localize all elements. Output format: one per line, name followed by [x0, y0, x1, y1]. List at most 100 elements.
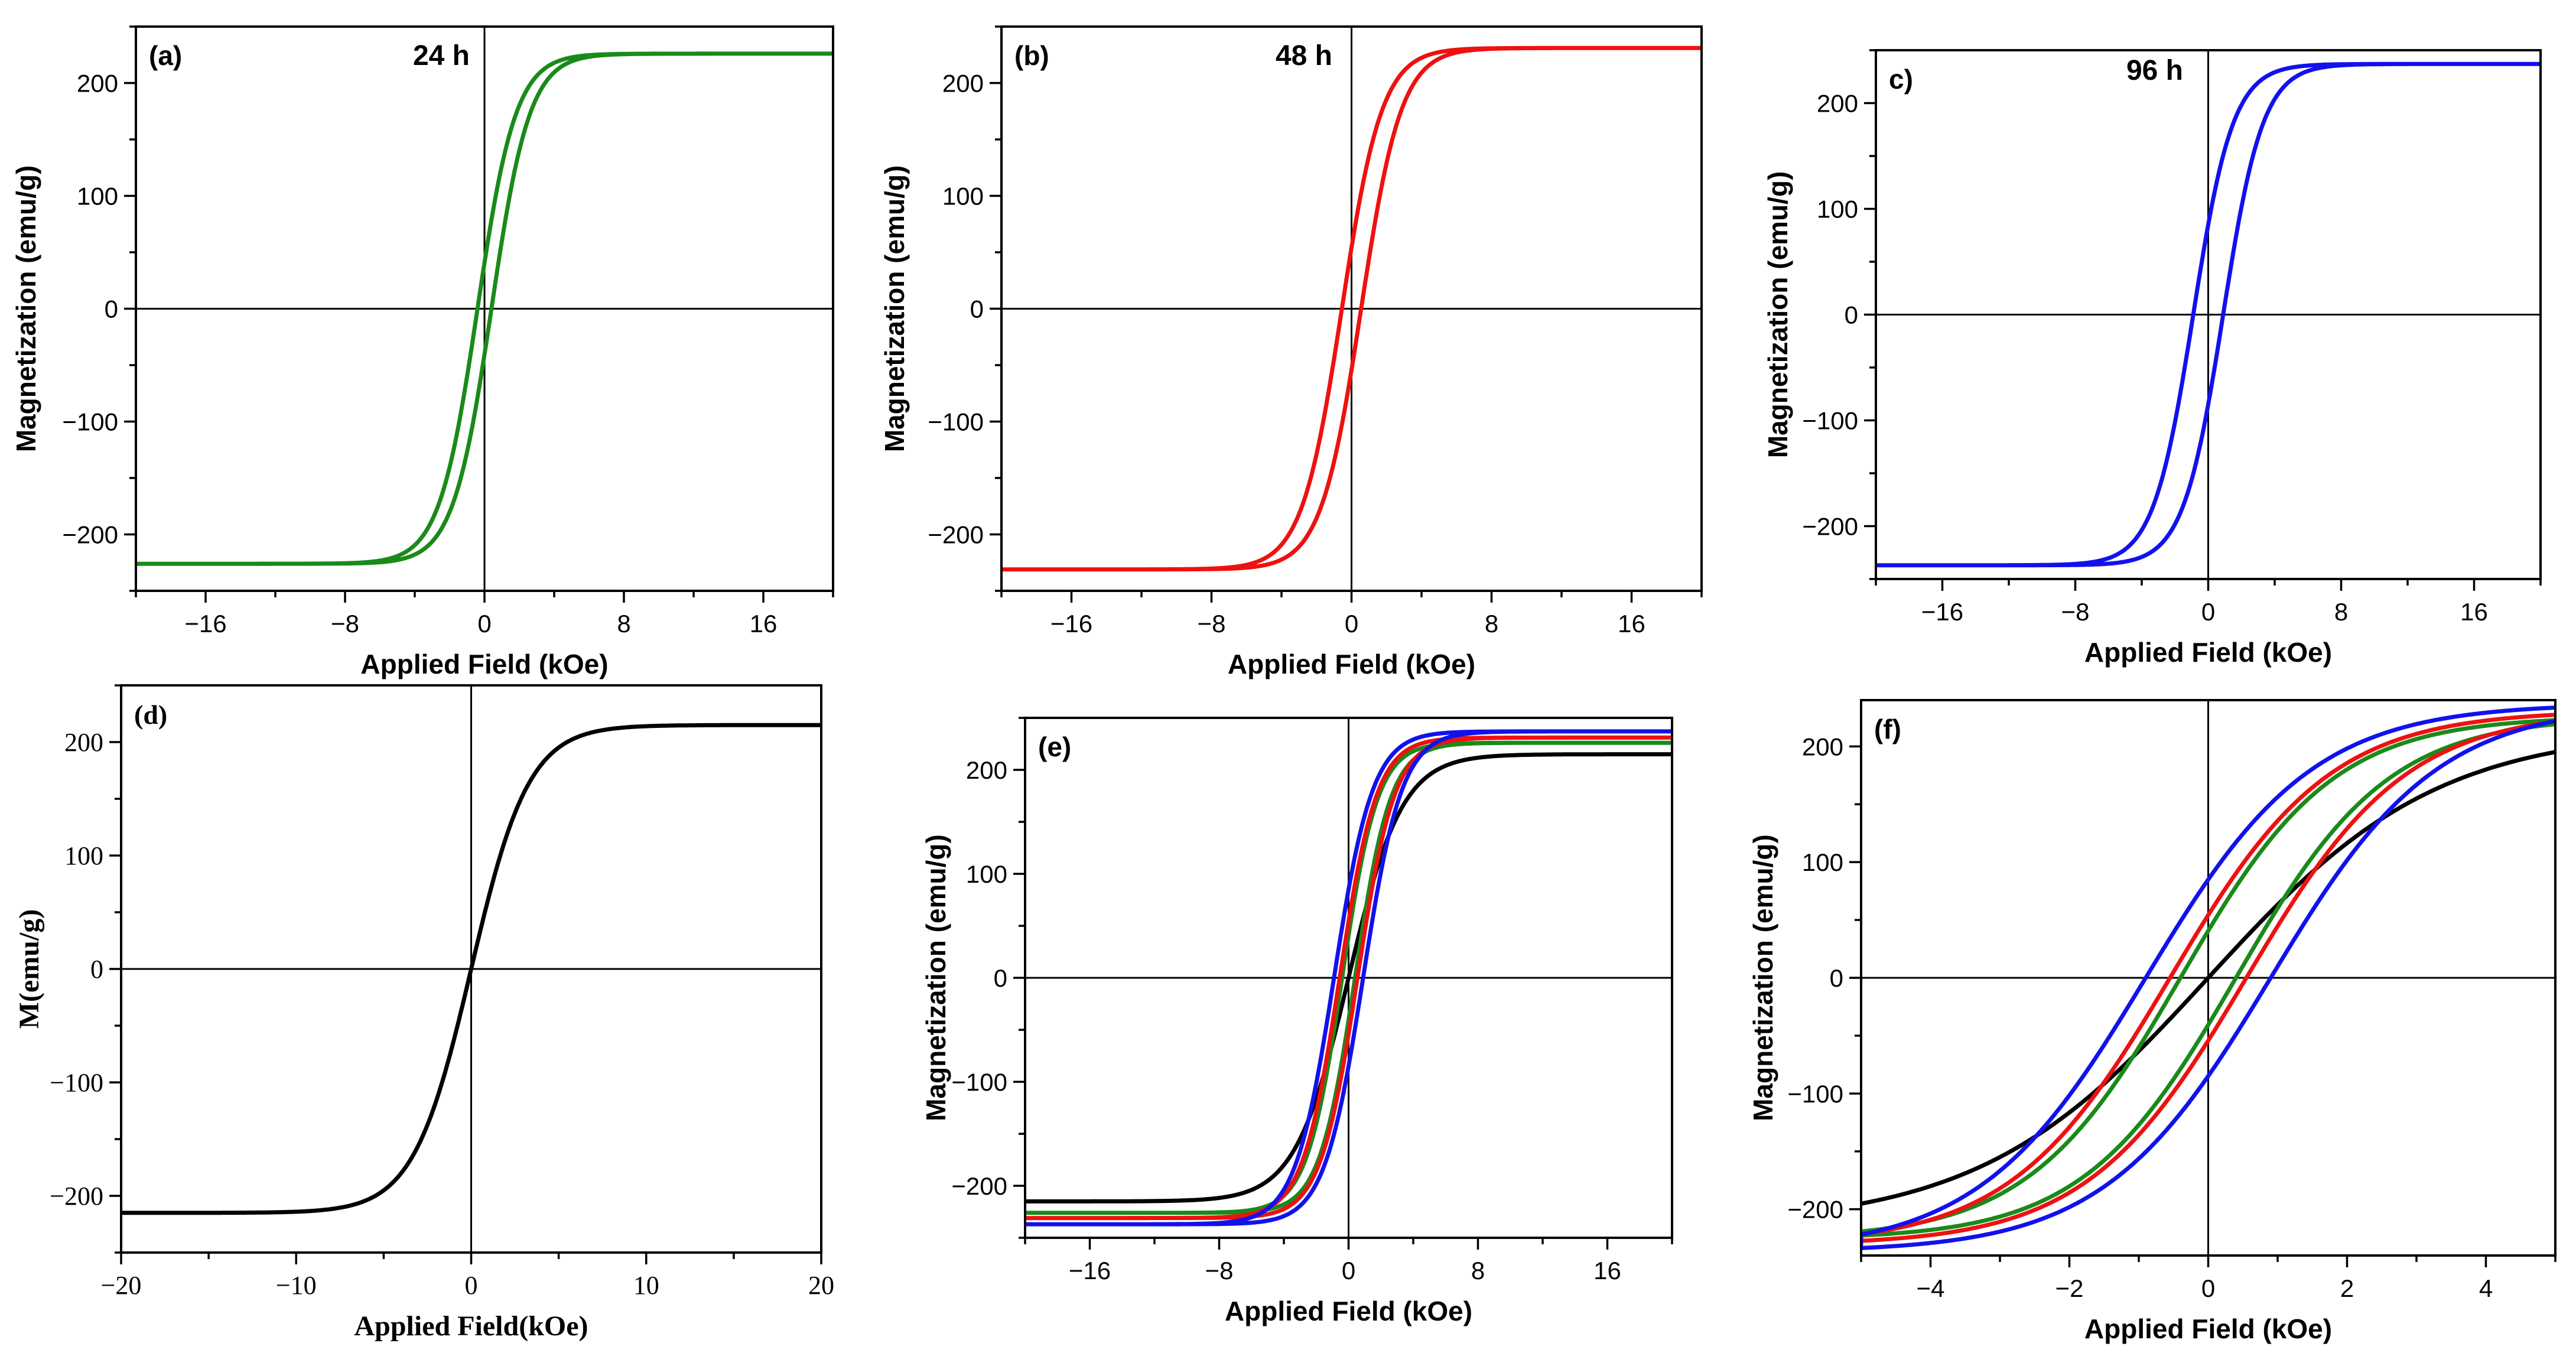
panel-1: −16 −8 0 8 16 −200 −100 0 100 200 Applied Field (k… — [11, 25, 834, 679]
y-tick-label: −200 — [1787, 1196, 1843, 1224]
y-tick-label: 0 — [1845, 301, 1858, 329]
series-line-precursor — [121, 723, 821, 1215]
y-tick-label: −200 — [1802, 513, 1858, 541]
y-axis-title: Magnetization (emu/g) — [1762, 171, 1793, 458]
panel-6: −4 −2 0 2 4 −200 −100 0 100 200 Applied Field (kOe… — [1748, 699, 2557, 1344]
y-tick-label: 100 — [942, 183, 984, 210]
y-tick-label: −100 — [1787, 1080, 1843, 1108]
y-tick-label: 100 — [966, 860, 1007, 888]
x-tick-label: 0 — [1342, 1257, 1355, 1284]
y-tick-label: 100 — [77, 183, 118, 210]
x-tick-label: 10 — [633, 1271, 659, 1300]
series-line-96-h — [1876, 61, 2541, 568]
series-line-96-h — [1861, 705, 2555, 1250]
series-group — [1876, 61, 2541, 568]
x-tick-label: −16 — [1069, 1257, 1111, 1284]
y-tick-label: −200 — [951, 1172, 1007, 1200]
series-line-24-h — [1861, 718, 2555, 1238]
time-annotation: 48 h — [1276, 40, 1332, 71]
y-tick-label: −200 — [928, 521, 984, 549]
y-tick-label: 100 — [1817, 196, 1858, 223]
series-line-precursor — [1025, 752, 1672, 1204]
series-line-24-h — [1025, 740, 1672, 1215]
panel-3: −16 −8 0 8 16 −200 −100 0 100 200 Applied Field (k… — [1762, 49, 2542, 668]
x-axis-title: Applied Field (kOe) — [360, 649, 608, 679]
series-line-24-h — [136, 51, 833, 566]
y-axis-title: Magnetization (emu/g) — [921, 834, 951, 1121]
panel-label: c) — [1889, 64, 1913, 95]
y-tick-label: 0 — [994, 964, 1007, 992]
series-line-48-h — [1025, 735, 1672, 1221]
x-tick-label: 16 — [1593, 1257, 1621, 1284]
series-line-precursor — [1861, 750, 2555, 1206]
series-group — [121, 723, 821, 1215]
x-axis-title: Applied Field (kOe) — [2084, 637, 2332, 668]
x-tick-label: −20 — [101, 1271, 142, 1300]
y-tick-label: −200 — [62, 521, 118, 549]
y-tick-label: 100 — [64, 841, 103, 870]
series-line-48-h — [1861, 713, 2555, 1243]
x-tick-label: 0 — [2201, 598, 2215, 626]
y-tick-label: 0 — [90, 955, 103, 984]
y-axis-title: Magnetization (emu/g) — [11, 165, 41, 453]
y-tick-label: −100 — [1802, 407, 1858, 435]
panel-5: −16 −8 0 8 16 −200 −100 0 100 200 Applied Field (k… — [921, 717, 1673, 1326]
x-tick-label: −8 — [1198, 610, 1226, 638]
x-tick-label: −16 — [1921, 598, 1963, 626]
series-line-96-h — [1025, 729, 1672, 1227]
series-group — [1025, 729, 1672, 1227]
series-group — [1861, 705, 2555, 1250]
x-tick-label: 8 — [617, 610, 630, 638]
y-axis-title: M(emu/g) — [14, 909, 45, 1029]
panel-2: −16 −8 0 8 16 −200 −100 0 100 200 Applied Field (k… — [879, 25, 1703, 679]
x-tick-label: 2 — [2340, 1274, 2354, 1302]
y-tick-label: 100 — [1802, 848, 1843, 876]
x-tick-label: 4 — [2479, 1274, 2493, 1302]
x-tick-label: 8 — [2334, 598, 2348, 626]
x-tick-label: −8 — [2061, 598, 2090, 626]
y-axis-title: Magnetization (emu/g) — [1748, 834, 1778, 1121]
time-annotation: 24 h — [413, 40, 470, 71]
x-tick-label: 0 — [477, 610, 491, 638]
y-tick-label: 0 — [970, 295, 984, 323]
x-axis-title: Applied Field(kOe) — [354, 1310, 588, 1342]
x-tick-label: −16 — [1050, 610, 1092, 638]
y-tick-label: 200 — [1817, 90, 1858, 118]
y-tick-label: 0 — [105, 295, 118, 323]
y-tick-label: −100 — [928, 408, 984, 436]
x-tick-label: 16 — [1618, 610, 1645, 638]
x-tick-label: −4 — [1917, 1274, 1945, 1302]
x-tick-label: 0 — [2201, 1274, 2215, 1302]
x-tick-label: −10 — [276, 1271, 317, 1300]
panel-label: (d) — [134, 700, 167, 730]
panel-label: (b) — [1014, 40, 1049, 71]
series-line-48-h — [1001, 45, 1702, 572]
y-tick-label: 200 — [1802, 733, 1843, 760]
y-tick-label: −100 — [50, 1068, 103, 1097]
y-axis-title: Magnetization (emu/g) — [879, 165, 910, 453]
x-tick-label: 8 — [1485, 610, 1498, 638]
x-tick-label: 16 — [2460, 598, 2488, 626]
y-tick-label: 200 — [77, 70, 118, 97]
x-tick-label: 16 — [750, 610, 778, 638]
y-tick-label: −100 — [62, 408, 118, 436]
series-group — [136, 51, 833, 566]
x-tick-label: −8 — [1205, 1257, 1234, 1284]
x-tick-label: 20 — [808, 1271, 834, 1300]
x-tick-label: −16 — [184, 610, 226, 638]
y-tick-label: −200 — [50, 1182, 103, 1211]
y-tick-label: 200 — [942, 70, 984, 97]
series-group — [1001, 45, 1702, 572]
x-axis-title: Applied Field (kOe) — [1225, 1296, 1472, 1326]
x-tick-label: 0 — [1345, 610, 1358, 638]
y-tick-label: 200 — [64, 728, 103, 757]
time-annotation: 96 h — [2126, 55, 2183, 86]
y-tick-label: 0 — [1830, 964, 1843, 992]
y-tick-label: 200 — [966, 756, 1007, 784]
y-tick-label: −100 — [951, 1068, 1007, 1096]
x-tick-label: 0 — [465, 1271, 478, 1300]
x-axis-title: Applied Field (kOe) — [2084, 1313, 2332, 1344]
x-axis-title: Applied Field (kOe) — [1228, 649, 1475, 679]
